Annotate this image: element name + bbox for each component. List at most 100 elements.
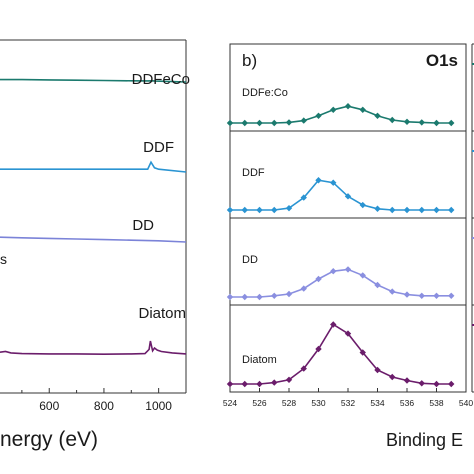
survey-x-tick-label: 1000 xyxy=(145,399,172,413)
o1s-x-tick-label: 526 xyxy=(252,398,266,408)
o1s-series-line xyxy=(230,268,452,298)
o1s-data-point xyxy=(271,379,278,386)
o1s-data-point xyxy=(448,119,455,127)
o1s-data-point xyxy=(256,119,263,127)
o1s-series-label: DDF xyxy=(242,167,265,179)
o1s-data-point xyxy=(374,112,381,119)
o1s-x-tick-label: 536 xyxy=(400,398,414,408)
o1s-data-point xyxy=(330,106,337,113)
o1s-data-point xyxy=(285,376,293,383)
o1s-data-point xyxy=(389,288,396,295)
o1s-data-point xyxy=(374,281,381,289)
o1s-data-point xyxy=(433,292,440,299)
o1s-data-point xyxy=(418,119,425,126)
survey-series-label: DDFeCo xyxy=(132,71,190,88)
o1s-data-point xyxy=(433,380,440,388)
survey-series-line xyxy=(0,340,187,356)
o1s-data-point xyxy=(330,268,337,275)
o1s-data-point xyxy=(433,119,440,127)
o1s-data-point xyxy=(285,119,293,126)
o1s-data-point xyxy=(226,206,234,214)
o1s-data-point xyxy=(359,106,366,113)
o1s-data-point xyxy=(389,206,396,214)
o1s-series-line xyxy=(230,179,452,211)
o1s-data-point xyxy=(271,206,278,214)
o1s-data-point xyxy=(448,206,455,214)
o1s-data-point xyxy=(271,292,278,299)
o1s-series-line xyxy=(230,105,452,124)
o1s-data-point xyxy=(344,193,352,200)
o1s-x-tick-label: 524 xyxy=(223,398,237,408)
o1s-data-point xyxy=(433,206,440,214)
survey-series-label: DDF xyxy=(143,139,174,156)
survey-x-tick-label: 800 xyxy=(94,399,114,413)
survey-panel: 600 800 1000 DDFeCo DDF DD Diatom s xyxy=(0,39,190,413)
o1s-data-point xyxy=(271,119,278,127)
o1s-data-point xyxy=(241,380,248,388)
o1s-data-point xyxy=(226,119,234,127)
o1s-data-point xyxy=(344,103,352,110)
o1s-x-tick-label: 528 xyxy=(282,398,296,408)
o1s-data-point xyxy=(241,206,248,214)
o1s-data-point xyxy=(359,349,366,356)
o1s-x-axis-label: Binding E xyxy=(386,430,463,450)
o1s-panel: DDFe:Co DDF DD Diatom 524 526 528 530 532 534 536 5… xyxy=(223,43,473,408)
o1s-data-point xyxy=(300,194,307,201)
o1s-data-point xyxy=(389,116,396,124)
o1s-data-point xyxy=(344,330,352,337)
o1s-data-point xyxy=(256,293,263,301)
o1s-data-point xyxy=(374,205,381,212)
o1s-data-point xyxy=(418,206,425,214)
o1s-data-point xyxy=(330,179,337,186)
o1s-series-label: Diatom xyxy=(242,354,277,366)
o1s-data-point xyxy=(315,112,322,119)
o1s-x-tick-label: 530 xyxy=(311,398,325,408)
o1s-data-point xyxy=(300,285,307,292)
o1s-data-point xyxy=(403,118,411,125)
o1s-data-point xyxy=(285,204,293,212)
survey-x-tick-label: 600 xyxy=(39,399,59,413)
o1s-series-label: DD xyxy=(242,254,258,266)
o1s-data-point xyxy=(315,345,322,353)
o1s-data-point xyxy=(448,292,455,299)
o1s-data-point xyxy=(300,117,307,124)
o1s-data-point xyxy=(418,380,425,387)
o1s-data-point xyxy=(226,293,234,301)
o1s-x-tick-label: 532 xyxy=(341,398,355,408)
survey-partial-label: s xyxy=(0,251,7,267)
o1s-data-point xyxy=(285,290,293,298)
o1s-x-tick-label: 534 xyxy=(370,398,384,408)
o1s-data-point xyxy=(241,293,248,301)
o1s-data-point xyxy=(448,380,455,388)
o1s-data-point xyxy=(256,380,263,388)
o1s-series-line xyxy=(230,323,452,385)
o1s-data-point xyxy=(315,177,322,184)
o1s-data-point xyxy=(344,266,352,273)
o1s-data-point xyxy=(403,206,411,214)
o1s-x-tick-label: 540 xyxy=(459,398,473,408)
o1s-series-label: DDFe:Co xyxy=(242,87,288,99)
o1s-data-point xyxy=(226,380,234,388)
survey-series-line xyxy=(0,236,187,243)
o1s-panel-label: b) xyxy=(242,51,257,70)
o1s-x-tick-label: 538 xyxy=(429,398,443,408)
survey-series-line xyxy=(0,160,187,173)
survey-x-axis-label: nergy (eV) xyxy=(0,428,98,451)
survey-series-line xyxy=(0,78,187,83)
o1s-data-point xyxy=(418,292,425,299)
o1s-data-point xyxy=(374,366,381,374)
o1s-data-point xyxy=(241,119,248,127)
o1s-title: O1s xyxy=(426,51,458,70)
o1s-data-point xyxy=(389,373,396,381)
survey-series-label: DD xyxy=(132,217,154,234)
o1s-data-point xyxy=(256,206,263,214)
o1s-data-point xyxy=(359,272,366,279)
o1s-data-point xyxy=(403,377,411,384)
o1s-data-point xyxy=(359,201,366,209)
o1s-data-point xyxy=(300,365,307,372)
o1s-data-point xyxy=(403,291,411,298)
survey-series-label: Diatom xyxy=(138,305,186,322)
o1s-data-point xyxy=(315,275,322,283)
o1s-data-point xyxy=(330,321,337,328)
